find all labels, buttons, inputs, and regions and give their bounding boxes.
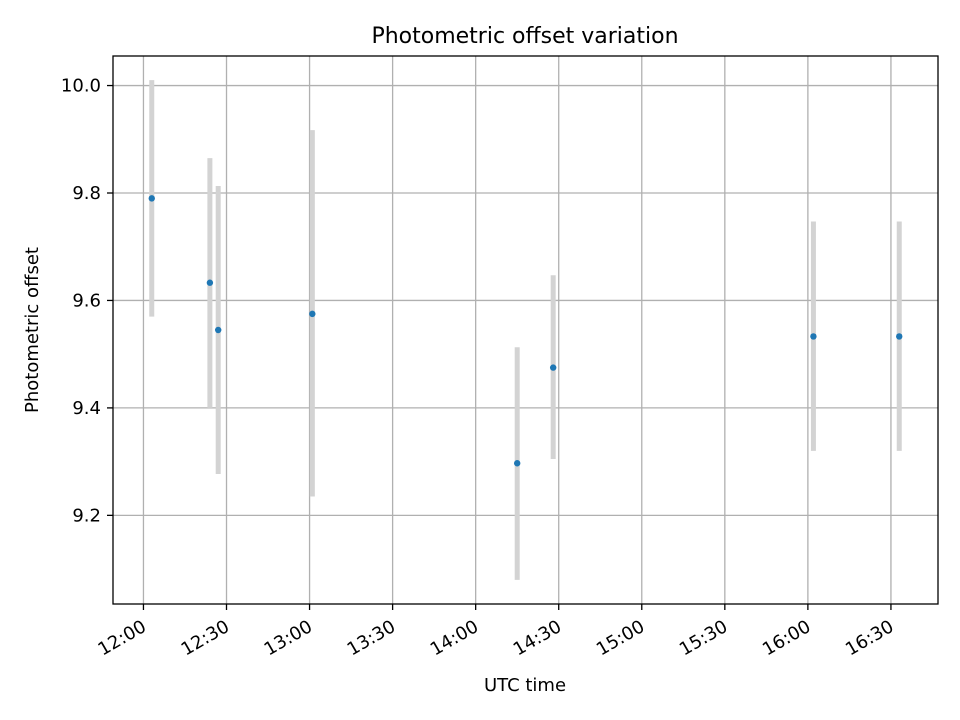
x-tick-label: 15:30 bbox=[676, 616, 731, 660]
x-tick-label: 15:00 bbox=[593, 616, 648, 660]
x-tick-label: 13:00 bbox=[261, 616, 316, 660]
data-point bbox=[309, 310, 316, 318]
x-axis-ticks: 12:00 12:30 13:00 13:30 14:00 14:30 15:00 15:30… bbox=[95, 604, 897, 660]
y-axis-label: Photometric offset bbox=[22, 247, 43, 413]
x-tick-label: 14:30 bbox=[510, 616, 565, 660]
y-tick-label: 9.8 bbox=[72, 183, 101, 204]
x-tick-label: 12:00 bbox=[95, 616, 150, 660]
plot-frame bbox=[112, 55, 939, 605]
data-point bbox=[810, 333, 817, 340]
x-tick-label: 14:00 bbox=[427, 616, 482, 660]
error-bars bbox=[149, 80, 902, 580]
data-point bbox=[215, 326, 222, 334]
x-tick-label: 16:30 bbox=[842, 616, 897, 660]
y-tick-label: 9.4 bbox=[72, 398, 101, 419]
grid bbox=[113, 56, 938, 604]
y-tick-label: 10.0 bbox=[61, 76, 101, 97]
data-point bbox=[513, 460, 521, 467]
x-tick-label: 12:30 bbox=[178, 616, 233, 660]
x-tick-label: 13:30 bbox=[344, 616, 399, 660]
y-tick-label: 9.6 bbox=[72, 290, 101, 311]
data-point bbox=[148, 195, 155, 202]
data-point bbox=[896, 333, 903, 340]
data-point bbox=[549, 364, 557, 371]
x-axis-label: UTC time bbox=[484, 675, 566, 696]
data-points bbox=[148, 195, 903, 467]
data-point bbox=[206, 279, 214, 286]
x-tick-label: 16:00 bbox=[759, 616, 814, 660]
y-axis-ticks: 9.2 9.4 9.6 9.8 10.0 bbox=[61, 76, 113, 526]
y-tick-label: 9.2 bbox=[72, 505, 101, 526]
chart-title: Photometric offset variation bbox=[371, 24, 678, 49]
